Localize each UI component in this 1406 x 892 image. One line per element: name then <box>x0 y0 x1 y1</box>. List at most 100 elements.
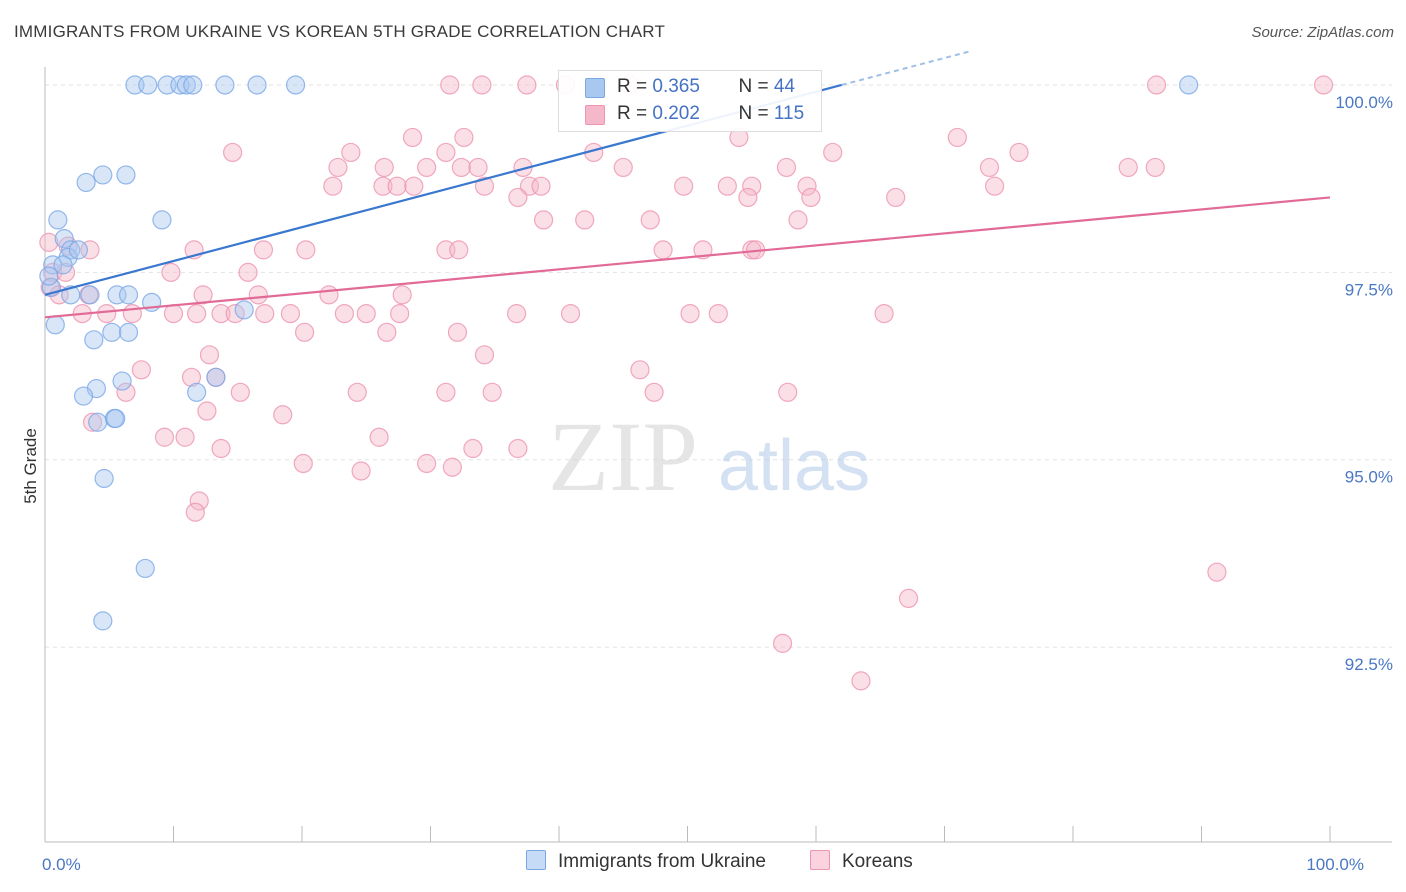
ukraine-point <box>45 315 65 335</box>
korean-point <box>519 176 540 196</box>
korean-point <box>356 303 376 324</box>
korean-point <box>851 671 871 691</box>
korean-point <box>238 262 258 282</box>
ukraine-point <box>88 412 108 432</box>
korean-point <box>1145 157 1165 178</box>
legend-swatch-koreans <box>585 105 605 125</box>
korean-point <box>211 303 231 324</box>
korean-point <box>189 491 209 511</box>
korean-point <box>680 303 700 324</box>
korean-point <box>392 285 412 305</box>
korean-point <box>613 157 633 178</box>
legend-r-value: 0.202 <box>652 103 700 124</box>
korean-point <box>472 75 492 95</box>
y-axis-label: 5th Grade <box>21 428 40 504</box>
korean-point <box>436 142 456 163</box>
korean-point <box>185 502 205 522</box>
korean-point <box>797 176 817 196</box>
tick-labels: 92.5% 95.0% 97.5% 100.0% 0.0% 100.0% <box>42 93 1393 874</box>
legend-swatch-ukraine <box>585 78 605 98</box>
korean-point <box>560 303 581 324</box>
korean-point <box>193 285 213 305</box>
korean-point <box>447 322 468 342</box>
korean-point <box>823 142 843 163</box>
korean-point <box>778 382 798 402</box>
legend-n-value: 115 <box>773 103 805 124</box>
korean-point <box>1118 157 1138 178</box>
ukraine-point <box>285 75 306 95</box>
korean-point <box>80 240 100 260</box>
legend-item-ukraine[interactable]: Immigrants from Ukraine <box>526 850 766 878</box>
legend-item-koreans[interactable]: Koreans <box>810 850 913 878</box>
korean-point <box>255 303 275 324</box>
korean-point <box>97 303 117 324</box>
ukraine-point <box>54 229 74 249</box>
legend-label-koreans: Koreans <box>842 851 913 872</box>
ukraine-point <box>112 371 132 391</box>
korean-point <box>323 176 343 196</box>
korean-point <box>506 303 527 324</box>
korean-point <box>451 157 471 178</box>
korean-point <box>474 345 495 365</box>
ukraine-point <box>183 75 203 95</box>
legend-label-ukraine: Immigrants from Ukraine <box>558 851 766 872</box>
korean-point <box>693 240 713 260</box>
korean-point <box>508 438 528 459</box>
korean-point <box>517 75 537 95</box>
korean-point <box>508 187 528 208</box>
korean-point <box>449 240 469 260</box>
korean-point <box>874 303 894 324</box>
y-tick-label: 97.5% <box>1345 280 1393 299</box>
korean-point <box>211 438 231 459</box>
korean-point <box>886 187 906 208</box>
korean-point <box>374 157 394 178</box>
korean-point <box>653 240 673 260</box>
korean-point <box>788 210 808 230</box>
watermark-zip: ZIP <box>548 401 698 512</box>
korean-point <box>280 303 301 324</box>
korean-point <box>947 127 967 148</box>
korean-point <box>776 157 797 178</box>
ukraine-point <box>176 75 196 95</box>
ukraine-point <box>43 255 63 275</box>
korean-point <box>82 412 103 432</box>
korean-point <box>454 127 474 148</box>
korean-point <box>463 438 483 459</box>
ukraine-point <box>84 330 104 350</box>
legend-swatch-ukraine <box>526 850 546 870</box>
ukraine-point <box>68 240 89 260</box>
watermark: ZIP atlas <box>548 401 870 512</box>
ukraine-point <box>152 210 172 230</box>
y-tick-label: 100.0% <box>1335 93 1393 112</box>
korean-point <box>630 360 650 380</box>
korean-point <box>708 303 728 324</box>
korean-point <box>387 176 407 196</box>
ukraine-point <box>93 611 113 631</box>
korean-point <box>328 157 348 178</box>
legend-r-label: R = <box>617 103 653 124</box>
ukraine-point <box>187 382 207 402</box>
ukraine-point <box>118 322 139 342</box>
korean-point <box>154 427 175 447</box>
korean-trend-line <box>44 196 1331 319</box>
korean-point <box>533 210 554 230</box>
korean-point <box>223 142 243 163</box>
korean-point <box>293 453 313 474</box>
data-points <box>39 75 1334 691</box>
korean-point <box>273 405 293 425</box>
chart-title: IMMIGRANTS FROM UKRAINE VS KOREAN 5TH GR… <box>14 22 666 41</box>
korean-point <box>319 285 339 305</box>
korean-point <box>575 210 595 230</box>
korean-point <box>131 360 151 380</box>
korean-point <box>404 176 424 196</box>
ukraine-point <box>61 240 81 260</box>
korean-point <box>369 427 389 447</box>
korean-point <box>1313 75 1334 95</box>
korean-point <box>442 457 462 477</box>
korean-point <box>390 303 410 324</box>
korean-point <box>440 75 460 95</box>
ukraine-point <box>118 285 139 305</box>
ukraine-point <box>206 367 226 387</box>
ukraine-point <box>93 165 113 185</box>
ukraine-point <box>215 75 235 95</box>
